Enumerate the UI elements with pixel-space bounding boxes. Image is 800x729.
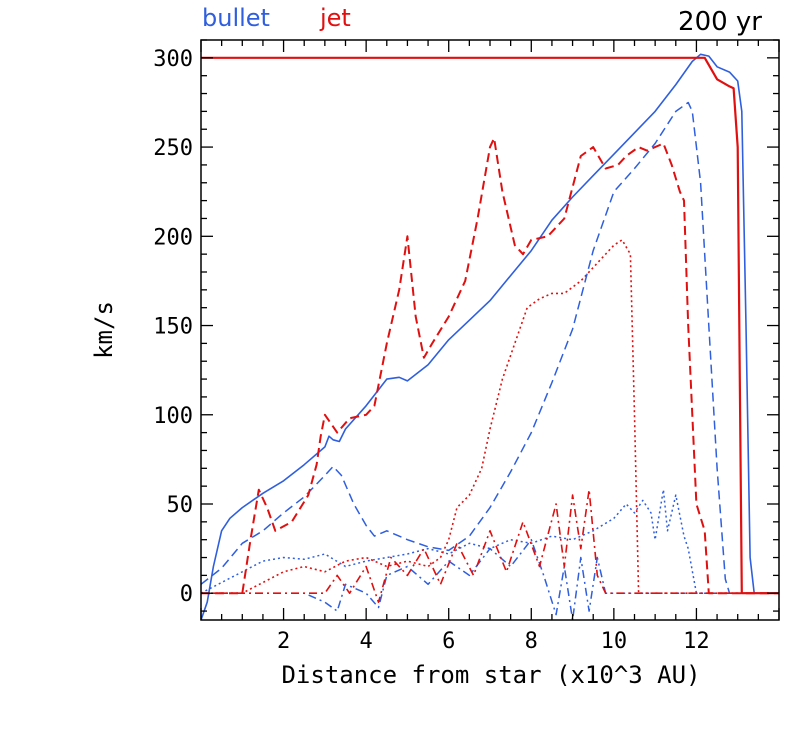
series-bullet-dashed-line xyxy=(201,101,779,594)
x-axis-title: Distance from star (x10^3 AU) xyxy=(281,661,700,689)
x-tick-label: 12 xyxy=(683,629,710,654)
series-bullet-dashdot-line xyxy=(201,538,779,620)
series-jet-dashed-line xyxy=(201,137,779,595)
x-tick-label: 6 xyxy=(442,629,455,654)
y-tick-label: 250 xyxy=(153,136,193,161)
plot-frame xyxy=(200,39,780,621)
y-tick-label: 200 xyxy=(153,225,193,250)
y-axis-title: km/s xyxy=(90,301,118,359)
series-jet-dashdot-line xyxy=(201,488,779,603)
x-tick-label: 8 xyxy=(525,629,538,654)
axis-ticks: 2 4 6 8 10 12 0 50 100 150 200 250 300 xyxy=(153,39,780,654)
series-bullet-solid-line xyxy=(201,53,779,620)
series-jet-solid-line xyxy=(201,56,779,595)
legend-entry-bullet: bullet xyxy=(202,4,270,32)
y-tick-label: 0 xyxy=(180,582,193,607)
y-tick-label: 50 xyxy=(167,493,194,518)
x-tick-label: 2 xyxy=(277,629,290,654)
y-tick-label: 300 xyxy=(153,47,193,72)
legend-entry-jet: jet xyxy=(319,4,351,32)
time-annotation: 200 yr xyxy=(678,7,762,37)
y-tick-label: 150 xyxy=(153,315,193,340)
series-jet-dotted-line xyxy=(201,239,779,594)
x-tick-label: 10 xyxy=(601,629,628,654)
series-lines xyxy=(201,53,779,620)
y-tick-label: 100 xyxy=(153,404,193,429)
x-tick-label: 4 xyxy=(360,629,373,654)
